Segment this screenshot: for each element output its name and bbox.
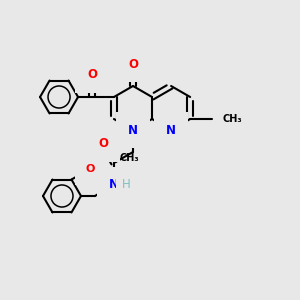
Text: O: O bbox=[128, 58, 138, 70]
Text: O: O bbox=[86, 164, 95, 173]
Text: N: N bbox=[166, 124, 176, 136]
Text: CH₃: CH₃ bbox=[120, 152, 139, 163]
Text: O: O bbox=[98, 137, 108, 150]
Text: O: O bbox=[87, 68, 97, 82]
Text: N: N bbox=[128, 124, 138, 136]
Text: CH₃: CH₃ bbox=[222, 114, 242, 124]
Text: N: N bbox=[109, 178, 119, 191]
Text: H: H bbox=[122, 178, 130, 191]
